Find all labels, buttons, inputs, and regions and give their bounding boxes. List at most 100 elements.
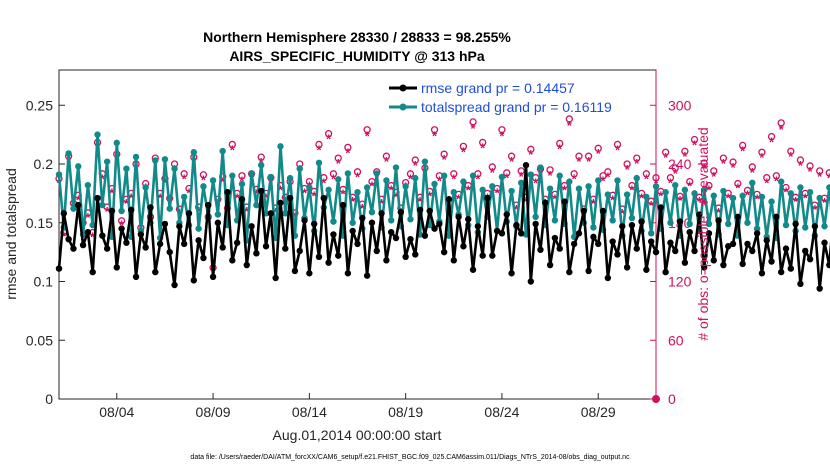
totalspread-point (94, 131, 101, 138)
rmse-point (493, 227, 501, 235)
obs-evaluated-point: * (716, 205, 722, 220)
rmse-point (715, 217, 722, 224)
x-tick-label: 08/24 (484, 404, 519, 420)
rmse-point (200, 254, 207, 262)
obs-evaluated-point: * (316, 142, 322, 157)
obs-possible-point (739, 141, 747, 150)
obs-possible-point (787, 147, 795, 155)
totalspread-point (296, 165, 303, 172)
obs-evaluated-point: * (702, 161, 708, 176)
rmse-point (79, 241, 87, 249)
rmse-point (729, 240, 737, 248)
totalspread-point (55, 171, 63, 178)
totalspread-point (354, 189, 361, 196)
obs-evaluated-point: * (393, 189, 399, 204)
totalspread-point (691, 190, 698, 197)
totalspread-point (286, 174, 294, 182)
rmse-point (325, 259, 332, 266)
obs-possible-point (228, 140, 236, 149)
rmse-point (224, 189, 231, 196)
obs-possible-point (329, 170, 338, 178)
obs-evaluated-point: * (812, 202, 818, 217)
rmse-point (604, 274, 612, 282)
totalspread-point (585, 183, 592, 190)
obs-evaluated-point: * (244, 204, 250, 219)
rmse-point (513, 221, 520, 229)
obs-possible-point (324, 129, 333, 138)
totalspread-point (787, 190, 795, 197)
totalspread-point (590, 224, 597, 231)
obs-evaluated-point: * (413, 158, 419, 173)
rmse-point (705, 230, 713, 237)
rmse-point (662, 268, 669, 276)
totalspread-point (277, 143, 284, 150)
obs-evaluated-point: * (186, 185, 192, 200)
totalspread-point (214, 211, 222, 218)
rmse-point (368, 219, 376, 226)
obs-evaluated-point: * (326, 132, 332, 147)
totalspread-point (248, 170, 255, 177)
obs-evaluated-point: * (678, 193, 684, 208)
rmse-point (354, 240, 361, 248)
obs-possible-point (796, 156, 805, 164)
rmse-point (720, 261, 727, 269)
obs-evaluated-point: * (235, 190, 241, 205)
obs-evaluated-point: * (336, 156, 342, 171)
obs-possible-point (594, 144, 602, 152)
x-tick-label: 08/09 (196, 404, 231, 420)
rmse-point (363, 272, 371, 279)
obs-evaluated-point: * (129, 190, 135, 205)
obs-evaluated-point: * (827, 171, 830, 186)
obs-evaluated-point: * (263, 190, 269, 205)
totalspread-point (652, 183, 660, 190)
rmse-point (166, 248, 173, 256)
totalspread-point (498, 173, 506, 181)
totalspread-point (720, 187, 727, 195)
obs-evaluated-point: * (355, 170, 361, 185)
obs-evaluated-point: * (673, 166, 679, 181)
obs-evaluated-point: * (620, 206, 626, 221)
totalspread-point (537, 164, 544, 171)
rmse-point (219, 244, 226, 251)
obs-evaluated-point: * (562, 182, 568, 197)
totalspread-point (180, 193, 188, 201)
obs-possible-point (652, 174, 660, 182)
rmse-point (773, 213, 780, 221)
obs-evaluated-point: * (731, 160, 737, 175)
rmse-point (638, 218, 645, 225)
obs-possible-point (382, 152, 391, 160)
totalspread-point (681, 186, 689, 194)
totalspread-point (479, 186, 486, 194)
rmse-point (797, 280, 804, 288)
totalspread-point (768, 198, 775, 205)
y-tick-label: 0.05 (26, 332, 53, 348)
y-tick-label: 0.2 (34, 156, 54, 172)
rmse-point (566, 268, 573, 276)
obs-evaluated-point: * (105, 204, 111, 219)
obs-evaluated-point: * (769, 134, 775, 149)
totalspread-point (368, 208, 376, 216)
totalspread-point (431, 180, 438, 188)
obs-evaluated-point: * (735, 181, 741, 196)
legend-spread-label: totalspread grand pr = 0.16119 (421, 99, 612, 115)
right-axis: 060120180240300 (650, 70, 692, 407)
rmse-point (291, 267, 299, 275)
obs-possible-point (666, 174, 675, 182)
totalspread-point (195, 225, 202, 232)
obs-evaluated-point: * (572, 172, 578, 187)
obs-evaluated-point: * (302, 185, 308, 200)
legend-spread-marker (399, 103, 407, 111)
rmse-point (315, 253, 323, 261)
totalspread-point (161, 156, 169, 163)
legend-rmse-marker (399, 84, 407, 92)
obs-evaluated-point: * (798, 158, 804, 173)
totalspread-point (373, 170, 380, 177)
obs-possible-point (700, 159, 708, 167)
totalspread-point (729, 194, 737, 202)
obs-evaluated-point: * (451, 172, 457, 187)
obs-evaluated-point: * (711, 169, 717, 184)
totalspread-point (315, 159, 323, 167)
rmse-point (628, 221, 636, 229)
rmse-point (643, 266, 650, 273)
totalspread-point (749, 179, 756, 186)
